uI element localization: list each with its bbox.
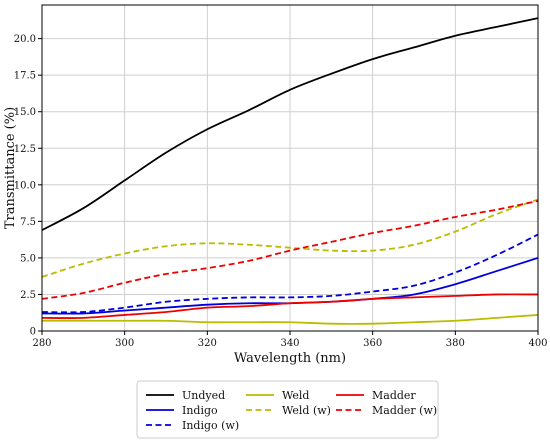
- axis-ticks: 280 300 320 340 360 380 400 0 2.5 5.0 7.5 10.0 12.5 1…: [14, 34, 548, 349]
- x-tick-label: 340: [280, 338, 299, 349]
- y-tick-label: 12.5: [14, 144, 36, 155]
- legend-label-weld: Weld: [282, 389, 309, 402]
- legend-label-madder-w: Madder (w): [372, 404, 437, 417]
- x-tick-label: 300: [115, 338, 134, 349]
- x-axis-title: Wavelength (nm): [234, 351, 346, 366]
- y-tick-label: 17.5: [14, 71, 36, 82]
- y-tick-label: 5.0: [20, 253, 36, 264]
- y-tick-label: 0: [30, 327, 36, 338]
- x-tick-label: 320: [198, 338, 217, 349]
- x-tick-label: 400: [528, 338, 547, 349]
- y-tick-label: 10.0: [14, 180, 36, 191]
- x-tick-label: 360: [363, 338, 382, 349]
- series-line-madder-w: [41, 200, 539, 300]
- y-tick-label: 20.0: [14, 34, 36, 45]
- y-tick-label: 7.5: [20, 217, 36, 228]
- legend: Undyed Indigo Indigo (w) Weld Weld (w) Madder…: [136, 380, 439, 439]
- legend-label-weld-w: Weld (w): [282, 404, 331, 417]
- grid: [41, 5, 539, 332]
- series-lines: [41, 17, 539, 325]
- x-tick-label: 380: [446, 338, 465, 349]
- series-line-undyed: [41, 17, 539, 231]
- series-line-madder: [41, 293, 539, 319]
- legend-label-indigo: Indigo: [182, 404, 218, 417]
- series-line-indigo-w: [41, 233, 539, 314]
- x-tick-label: 280: [32, 338, 51, 349]
- series-line-weld: [41, 314, 539, 325]
- y-axis-title: Transmittance (%): [3, 107, 18, 229]
- legend-label-undyed: Undyed: [182, 389, 225, 402]
- series-line-weld-w: [41, 198, 539, 278]
- y-tick-label: 2.5: [20, 290, 36, 301]
- y-tick-label: 15.0: [14, 107, 36, 118]
- legend-label-indigo-w: Indigo (w): [182, 419, 239, 432]
- legend-label-madder: Madder: [372, 389, 416, 402]
